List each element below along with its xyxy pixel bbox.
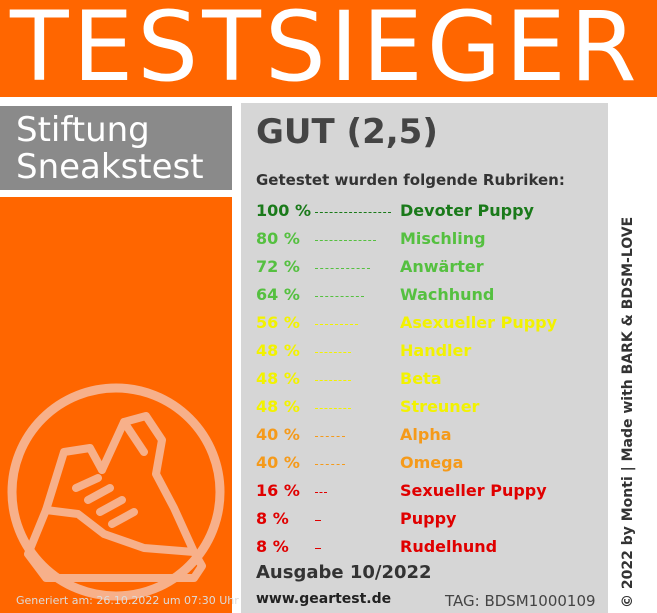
category-label: Omega — [400, 453, 464, 472]
category-label: Mischling — [400, 229, 486, 248]
category-dash-bar — [315, 492, 327, 493]
category-row: 16 % Sexueller Puppy — [256, 479, 606, 507]
category-label: Puppy — [400, 509, 457, 528]
category-row: 40 % Alpha — [256, 423, 606, 451]
category-dash-bar — [315, 212, 391, 213]
category-row: 8 % Puppy — [256, 507, 606, 535]
category-percent: 56 % — [256, 313, 300, 332]
category-row: 40 % Omega — [256, 451, 606, 479]
category-dash-bar — [315, 296, 364, 297]
category-row: 48 % Streuner — [256, 395, 606, 423]
category-dash-bar — [315, 240, 376, 241]
copyright-credit: © 2022 by Monti | Made with BARK & BDSM-… — [620, 216, 636, 608]
category-percent: 8 % — [256, 537, 289, 556]
sneaker-logo-icon — [7, 383, 225, 601]
category-row: 72 % Anwärter — [256, 255, 606, 283]
category-dash-bar — [315, 380, 351, 381]
category-label: Rudelhund — [400, 537, 498, 556]
category-percent: 72 % — [256, 257, 300, 276]
generated-date: Generiert am: 26.10.2022 um 07:30 Uhr — [16, 594, 239, 607]
category-percent: 80 % — [256, 229, 300, 248]
category-percent: 100 % — [256, 201, 311, 220]
category-row: 100 % Devoter Puppy — [256, 199, 606, 227]
category-label: Alpha — [400, 425, 452, 444]
issue-number: Ausgabe 10/2022 — [256, 562, 432, 583]
category-percent: 48 % — [256, 397, 300, 416]
category-dash-bar — [315, 352, 351, 353]
tag-id: TAG: BDSM1000109 — [445, 592, 596, 610]
website-link[interactable]: www.geartest.de — [256, 591, 392, 607]
results-panel — [241, 103, 608, 613]
category-dash-bar — [315, 268, 370, 269]
brand-line-1: Stiftung — [16, 110, 150, 150]
category-percent: 64 % — [256, 285, 300, 304]
top-banner: TESTSIEGER — [0, 0, 657, 102]
category-label: Anwärter — [400, 257, 484, 276]
category-percent: 16 % — [256, 481, 300, 500]
categories-subtitle: Getestet wurden folgende Rubriken: — [256, 171, 565, 189]
banner-title: TESTSIEGER — [10, 0, 641, 103]
category-label: Sexueller Puppy — [400, 481, 547, 500]
category-percent: 40 % — [256, 425, 300, 444]
category-dash-bar — [315, 436, 345, 437]
category-label: Asexueller Puppy — [400, 313, 558, 332]
category-label: Streuner — [400, 397, 480, 416]
category-row: 48 % Beta — [256, 367, 606, 395]
category-row: 48 % Handler — [256, 339, 606, 367]
category-percent: 8 % — [256, 509, 289, 528]
category-dash-bar — [315, 408, 351, 409]
category-dash-bar — [315, 324, 358, 325]
category-dash-bar — [315, 520, 321, 521]
category-dash-bar — [315, 548, 321, 549]
category-label: Handler — [400, 341, 472, 360]
grade-rating: GUT (2,5) — [256, 112, 438, 152]
category-percent: 40 % — [256, 453, 300, 472]
category-row: 80 % Mischling — [256, 227, 606, 255]
category-row: 8 % Rudelhund — [256, 535, 606, 563]
category-label: Wachhund — [400, 285, 495, 304]
category-row: 56 % Asexueller Puppy — [256, 311, 606, 339]
category-row: 64 % Wachhund — [256, 283, 606, 311]
category-dash-bar — [315, 464, 345, 465]
category-percent: 48 % — [256, 341, 300, 360]
category-label: Beta — [400, 369, 442, 388]
category-label: Devoter Puppy — [400, 201, 534, 220]
category-percent: 48 % — [256, 369, 300, 388]
brand-line-2: Sneakstest — [16, 147, 204, 187]
brand-box: Stiftung Sneakstest — [0, 104, 232, 190]
